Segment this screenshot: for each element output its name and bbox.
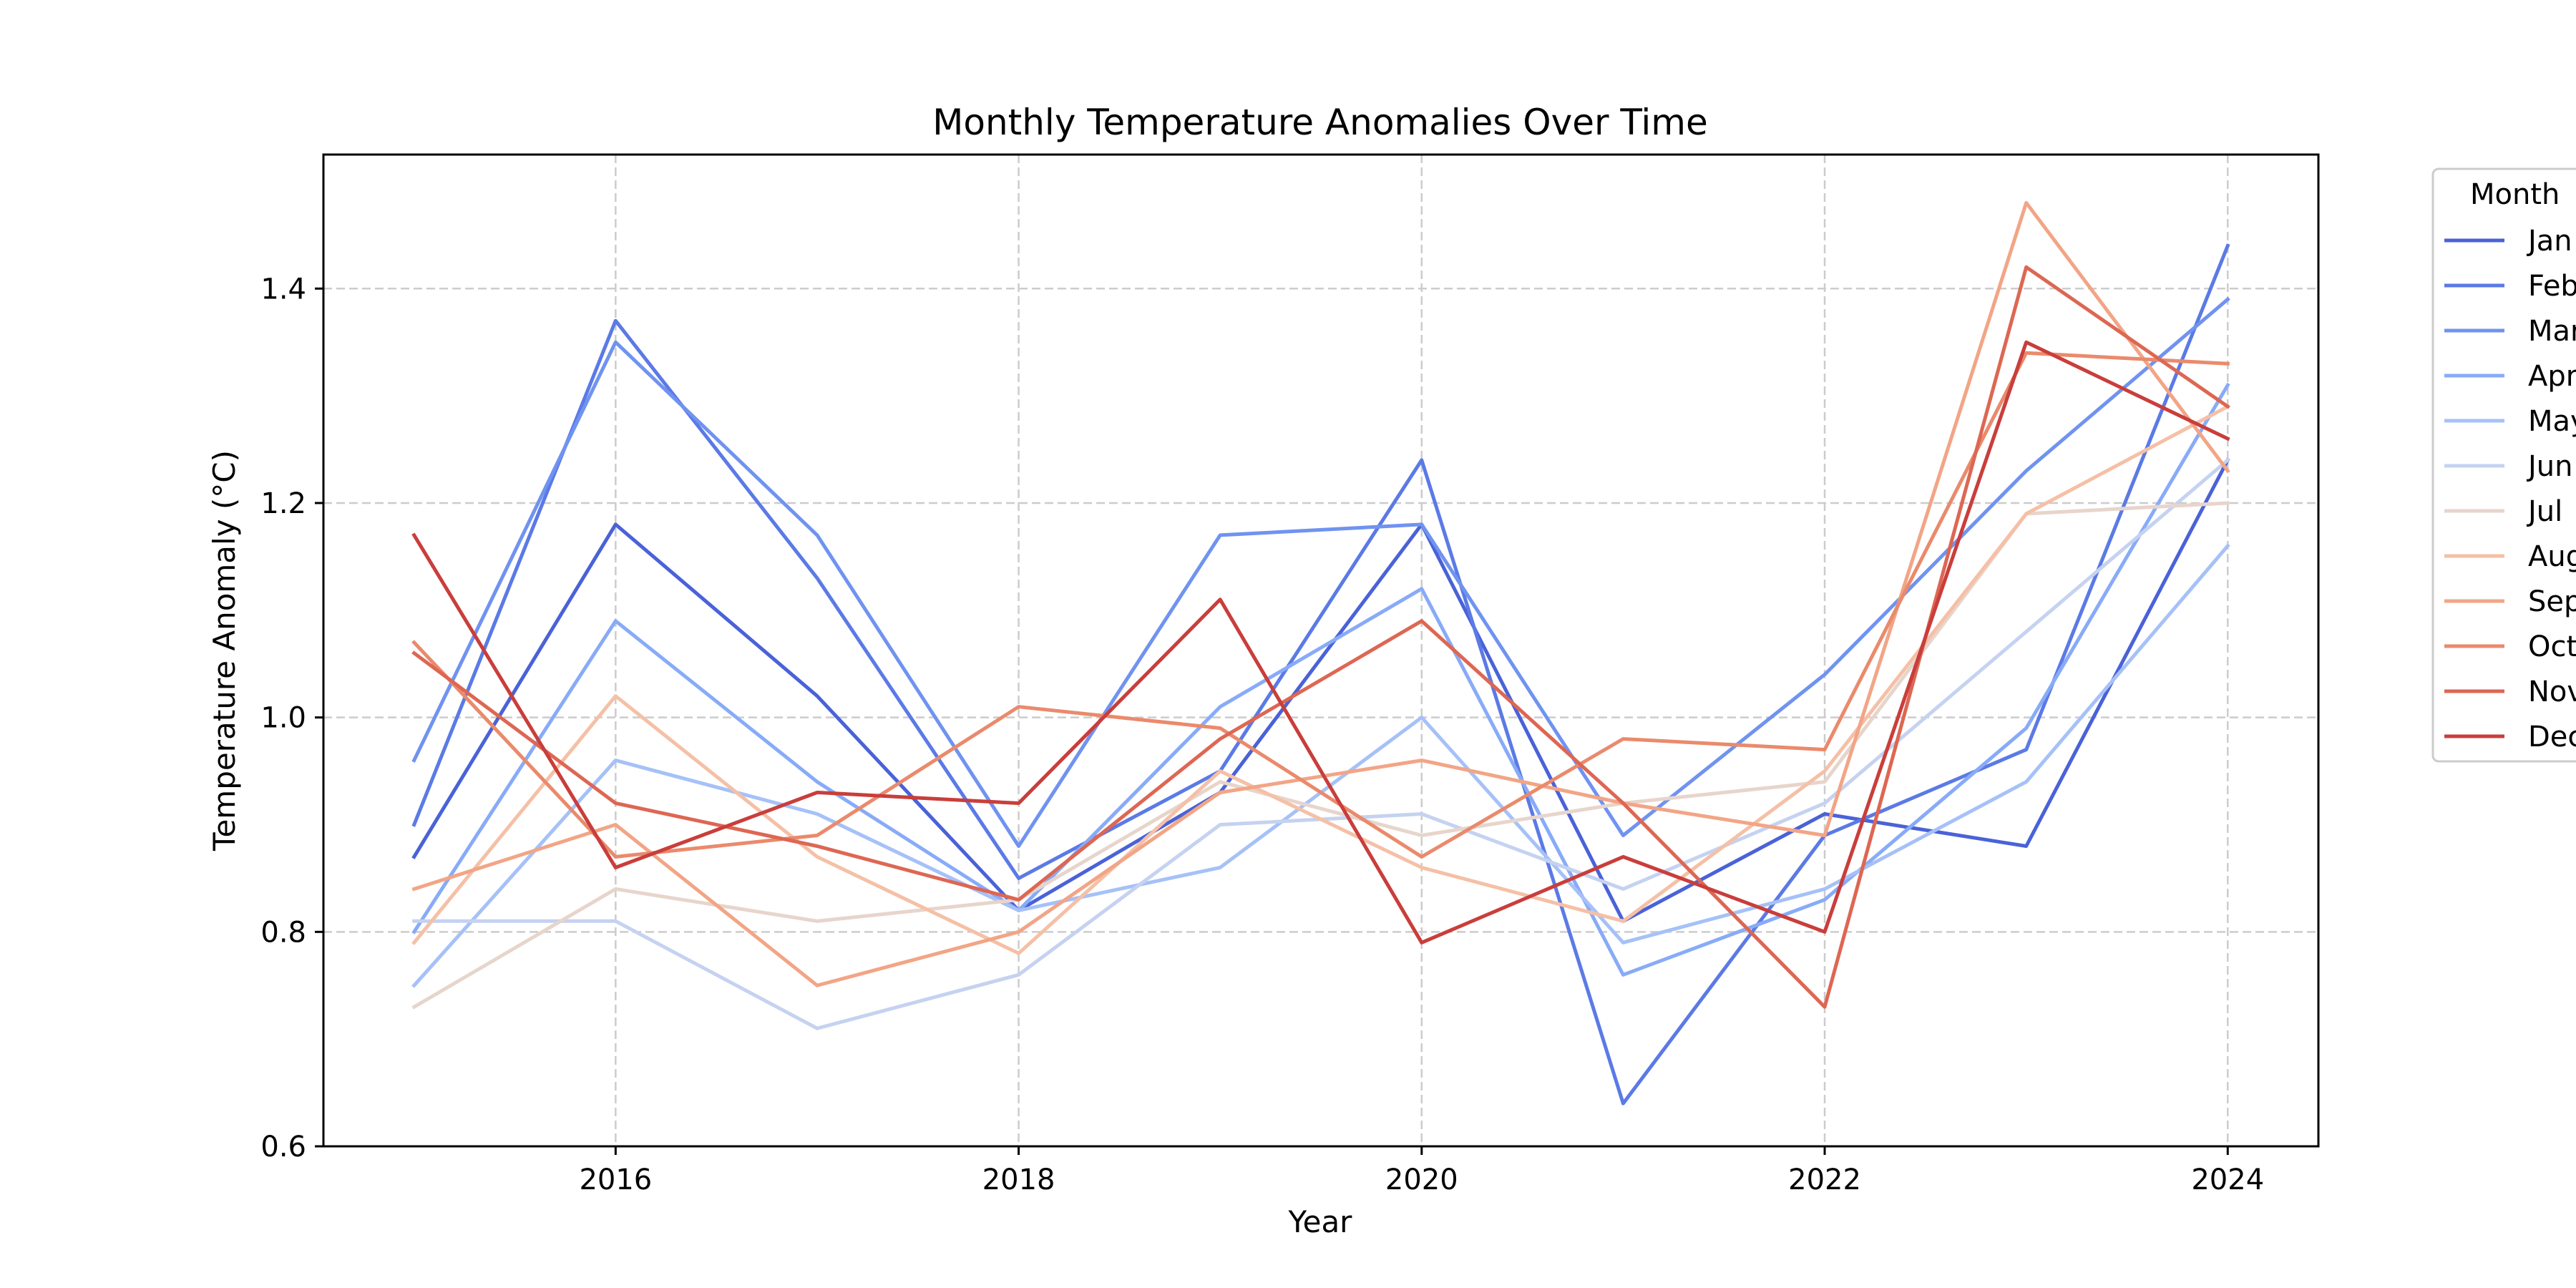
legend-label-aug: Aug bbox=[2528, 540, 2576, 573]
legend-label-dec: Dec bbox=[2528, 721, 2576, 753]
chart-title: Monthly Temperature Anomalies Over Time bbox=[932, 102, 1708, 143]
x-axis-label: Year bbox=[1288, 1204, 1353, 1239]
x-tick-label: 2024 bbox=[2191, 1163, 2264, 1196]
legend-label-feb: Feb bbox=[2528, 270, 2576, 303]
y-tick-label: 1.2 bbox=[260, 487, 306, 520]
y-tick-label: 1.0 bbox=[260, 702, 306, 735]
series-line-sep bbox=[411, 200, 2230, 987]
series-line-jan bbox=[411, 457, 2230, 923]
y-axis-ticks: 0.6 0.8 1.0 1.2 1.4 bbox=[260, 273, 323, 1163]
y-tick-label: 1.4 bbox=[260, 273, 306, 306]
plot-series bbox=[411, 200, 2230, 1106]
y-tick-label: 0.6 bbox=[260, 1131, 306, 1163]
legend-label-jun: Jun bbox=[2526, 450, 2573, 483]
legend-label-apr: Apr bbox=[2528, 360, 2576, 393]
legend: Month Jan Feb Mar Apr May Jun Jul Aug Sep Oct Nov D… bbox=[2431, 167, 2576, 763]
legend-entries: Jan Feb Mar Apr May Jun Jul Aug Sep Oct Nov Dec bbox=[2444, 225, 2576, 753]
legend-label-jul: Jul bbox=[2526, 495, 2562, 528]
series-line-mar bbox=[411, 296, 2230, 848]
series-line-oct bbox=[411, 351, 2230, 859]
y-axis-label: Temperature Anomaly (°C) bbox=[207, 450, 242, 852]
legend-label-oct: Oct bbox=[2528, 630, 2576, 663]
x-tick-label: 2020 bbox=[1385, 1163, 1458, 1196]
legend-label-may: May bbox=[2528, 405, 2576, 438]
series-line-apr bbox=[411, 382, 2230, 977]
y-tick-label: 0.8 bbox=[260, 916, 306, 949]
x-tick-label: 2018 bbox=[982, 1163, 1055, 1196]
legend-label-sep: Sep bbox=[2528, 585, 2576, 618]
series-line-dec bbox=[411, 340, 2230, 945]
legend-label-jan: Jan bbox=[2526, 225, 2572, 258]
x-tick-label: 2016 bbox=[579, 1163, 652, 1196]
legend-label-nov: Nov bbox=[2528, 675, 2576, 708]
x-tick-label: 2022 bbox=[1788, 1163, 1861, 1196]
series-line-feb bbox=[411, 243, 2230, 1106]
legend-box bbox=[2431, 167, 2576, 763]
plot-frame bbox=[322, 153, 2320, 1148]
x-axis-ticks: 2016 2018 2020 2022 2024 bbox=[579, 1146, 2264, 1196]
legend-label-mar: Mar bbox=[2528, 315, 2576, 348]
legend-title: Month bbox=[2470, 178, 2560, 211]
